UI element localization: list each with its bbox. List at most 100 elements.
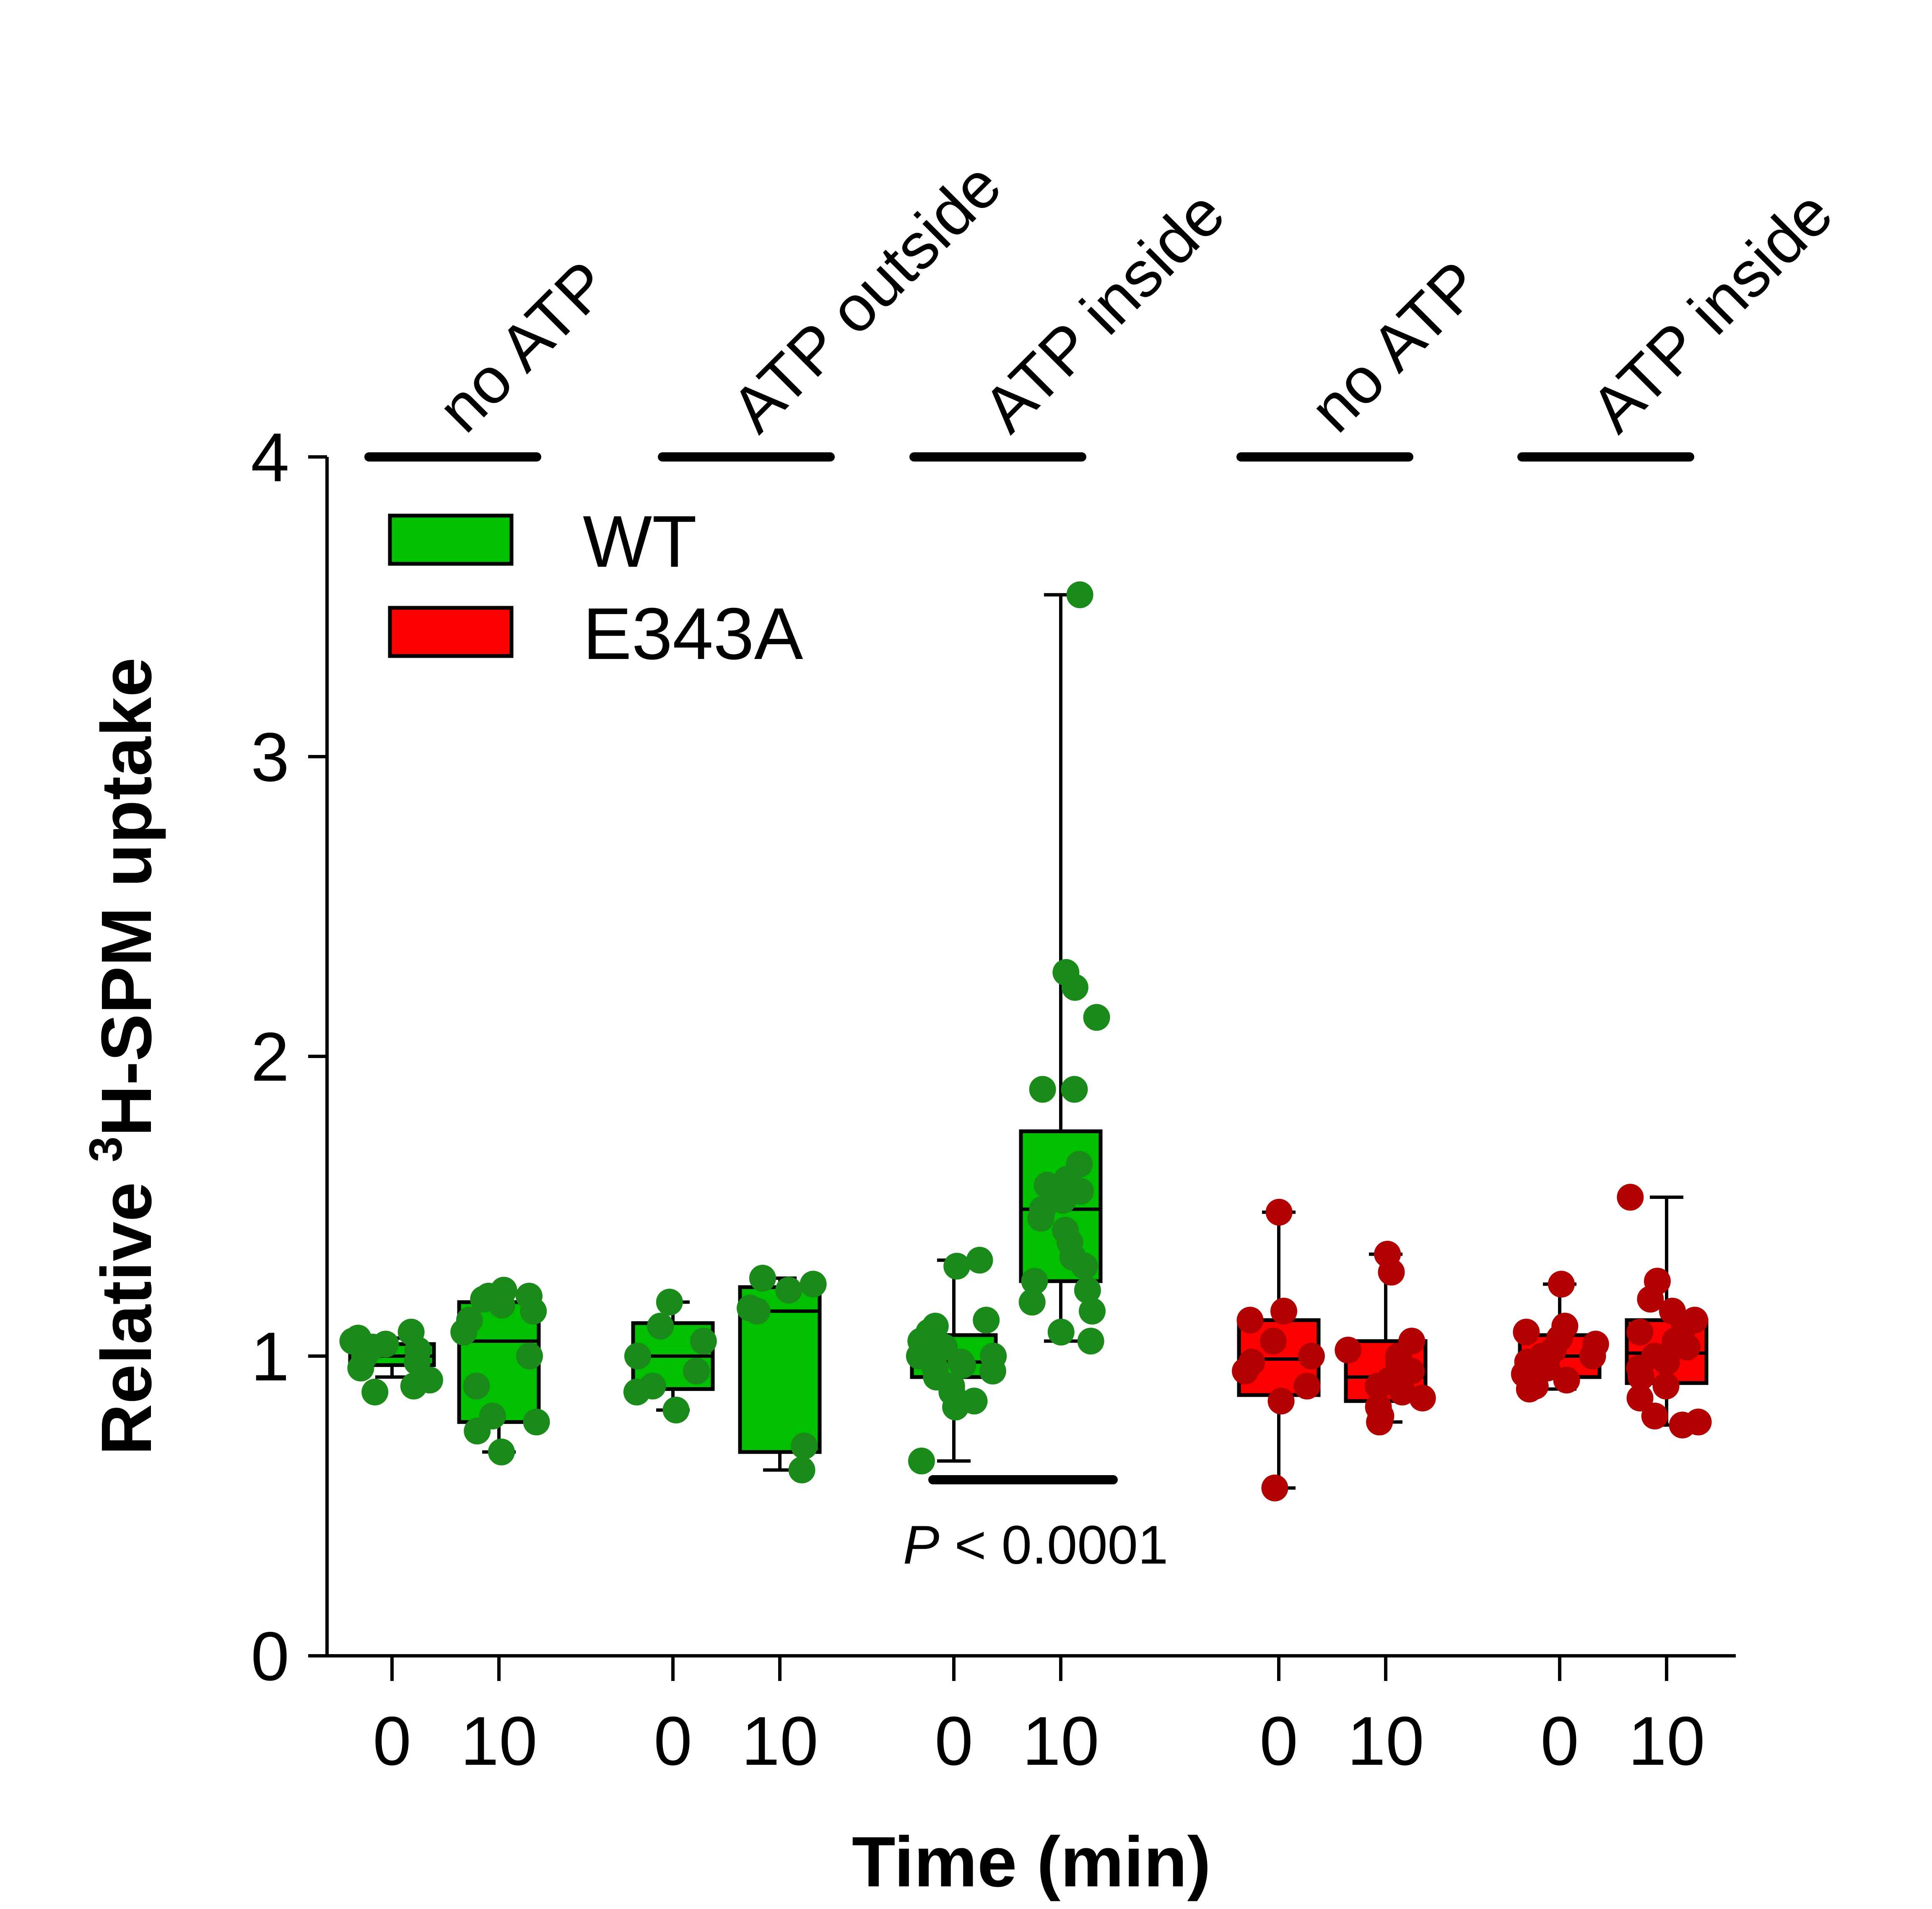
x-tick-label-3: 10 <box>741 1702 818 1779</box>
box-3 <box>737 1265 827 1484</box>
data-point <box>1652 1372 1680 1400</box>
box-2 <box>623 1289 717 1424</box>
data-point <box>1548 1271 1575 1298</box>
data-point <box>1378 1258 1405 1286</box>
data-point <box>1071 1253 1098 1280</box>
data-point <box>1389 1378 1416 1406</box>
data-point <box>1529 1343 1556 1370</box>
legend-swatch-wt <box>388 514 514 566</box>
y-tick-label-2: 2 <box>251 1018 289 1095</box>
data-point <box>1513 1318 1540 1346</box>
box-5 <box>1018 581 1110 1355</box>
data-point <box>1653 1349 1680 1376</box>
x-tick-label-8: 0 <box>1540 1702 1579 1779</box>
data-point <box>1641 1403 1668 1429</box>
condition-label-0: no ATP <box>424 247 623 446</box>
condition-label-4: ATP inside <box>1577 176 1846 446</box>
data-point <box>450 1318 478 1346</box>
legend-label-e343a: E343A <box>583 593 803 675</box>
data-point <box>1293 1372 1321 1400</box>
data-point <box>690 1328 717 1355</box>
x-axis-title: Time (min) <box>852 1822 1211 1902</box>
axis-ticks: 0 1 2 3 4 0 10 0 10 0 10 0 10 0 10 <box>251 419 1705 1779</box>
data-point <box>1265 1198 1293 1226</box>
data-point <box>1027 1205 1054 1232</box>
data-point <box>359 1333 386 1361</box>
data-point <box>1260 1328 1287 1355</box>
data-point <box>347 1354 374 1382</box>
data-point <box>1047 1318 1075 1346</box>
data-point <box>1029 1076 1056 1103</box>
data-point <box>656 1289 683 1316</box>
data-point <box>1628 1364 1655 1391</box>
x-tick-label-4: 0 <box>935 1702 973 1779</box>
data-point <box>464 1417 491 1445</box>
data-point <box>1626 1318 1654 1346</box>
data-point <box>1409 1385 1436 1412</box>
data-point <box>1018 1289 1046 1316</box>
box-6 <box>1232 1198 1325 1502</box>
data-point <box>1298 1343 1325 1370</box>
data-point <box>516 1343 543 1370</box>
data-point <box>1516 1375 1543 1403</box>
data-point <box>361 1378 389 1406</box>
x-tick-label-6: 0 <box>1259 1702 1298 1779</box>
y-axis-title-rest: H-SPM uptake <box>87 657 166 1136</box>
box-8 <box>1511 1271 1609 1403</box>
box-4 <box>906 1247 1007 1475</box>
data-point <box>973 1307 1000 1334</box>
data-point <box>1232 1357 1259 1385</box>
data-point <box>400 1372 427 1400</box>
data-point <box>1553 1367 1580 1394</box>
data-point <box>800 1271 827 1298</box>
legend-label-wt: WT <box>583 501 697 583</box>
data-point <box>1061 1076 1088 1103</box>
data-point <box>515 1283 543 1310</box>
data-point <box>488 1292 515 1319</box>
data-point <box>1066 581 1093 608</box>
data-point <box>1079 1297 1106 1325</box>
data-point <box>463 1372 490 1400</box>
data-point <box>1617 1184 1644 1211</box>
significance-label: P < 0.0001 <box>903 1514 1169 1575</box>
data-point <box>966 1247 993 1274</box>
data-point <box>1626 1385 1654 1412</box>
data-point <box>1335 1336 1362 1364</box>
data-point <box>1579 1343 1606 1370</box>
data-point <box>1261 1474 1288 1502</box>
x-tick-label-0: 0 <box>373 1702 411 1779</box>
data-point <box>980 1343 1007 1370</box>
data-point <box>943 1253 971 1280</box>
data-point <box>749 1265 776 1292</box>
data-point <box>639 1372 666 1400</box>
data-point <box>647 1312 674 1340</box>
data-point <box>775 1276 802 1304</box>
data-point <box>1270 1297 1298 1325</box>
y-tick-label-1: 1 <box>251 1318 289 1395</box>
box-7 <box>1335 1240 1436 1436</box>
data-point <box>662 1396 690 1424</box>
data-point <box>1061 974 1088 1001</box>
x-tick-label-9: 10 <box>1628 1702 1705 1779</box>
data-point <box>1077 1328 1104 1355</box>
x-tick-label-7: 10 <box>1347 1702 1424 1779</box>
significance-p: P <box>903 1514 940 1575</box>
legend: WT E343A <box>388 501 803 675</box>
x-tick-label-2: 0 <box>654 1702 692 1779</box>
data-point <box>1021 1268 1048 1295</box>
data-point <box>1398 1357 1425 1385</box>
data-point <box>791 1432 818 1460</box>
x-tick-label-5: 10 <box>1022 1702 1099 1779</box>
data-point <box>1049 1187 1077 1214</box>
y-axis-title-superscript: 3 <box>80 1136 132 1162</box>
data-point <box>683 1357 710 1385</box>
data-point <box>1236 1307 1264 1334</box>
condition-label-1: ATP outside <box>717 148 1015 446</box>
condition-label-2: ATP inside <box>969 176 1238 446</box>
data-point <box>1669 1411 1696 1439</box>
significance-annotation: P < 0.0001 <box>903 1475 1169 1575</box>
data-point <box>949 1351 976 1379</box>
data-point <box>1364 1372 1392 1400</box>
